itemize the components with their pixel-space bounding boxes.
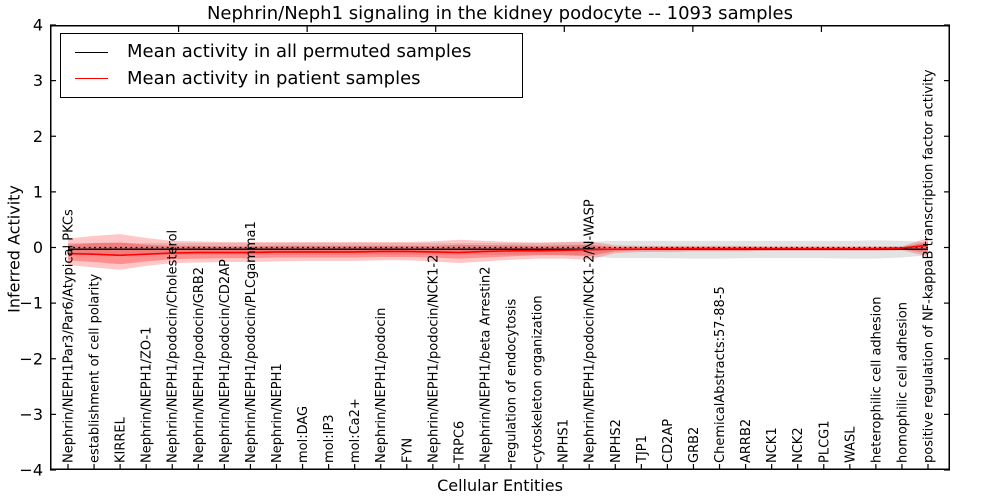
x-tick-label: GRB2 [687,427,702,463]
x-tick-label: CD2AP [661,419,676,463]
x-tick-label: mol:IP3 [322,414,337,463]
y-tick-label: 4 [33,16,43,35]
x-tick-label: positive regulation of NF-kappaB transcr… [922,69,937,463]
x-tick-label: KIRREL [114,416,129,463]
permuted-line-swatch [75,51,108,53]
x-tick-label: heterophilic cell adhesion [869,297,884,464]
y-axis-label: Inferred Activity [4,185,24,313]
x-tick-label: Nephrin/NEPH1/beta Arrestin2 [478,267,493,464]
x-tick-label: FYN [400,438,415,463]
x-tick-label: Nephrin/NEPH1/podocin/CD2AP [218,259,233,463]
x-tick-label: Nephrin/NEPH1/podocin [374,308,389,463]
y-tick-label: −3 [19,405,43,424]
x-tick-label: NPHS2 [609,419,624,463]
x-tick-label: TJP1 [635,435,650,464]
x-tick-label: ARRB2 [739,419,754,463]
x-tick-label: Nephrin/NEPH1/podocin/Cholesterol [166,230,181,463]
x-tick-label: Nephrin/NEPH1/podocin/NCK1-2/N-WASP [583,199,598,463]
x-tick-label: mol:DAG [296,406,311,463]
x-tick-label: homophilic cell adhesion [895,302,910,463]
x-tick-label: NCK1 [765,427,780,463]
legend-label-permuted: Mean activity in all permuted samples [127,41,472,63]
x-axis-label: Cellular Entities [437,476,563,495]
x-tick-label: ChemicalAbstracts:57-88-5 [713,286,728,463]
patient-line-swatch [75,78,108,80]
legend-item-patient: Mean activity in patient samples [75,69,522,89]
x-tick-label: mol:Ca2+ [348,398,363,463]
legend-label-patient: Mean activity in patient samples [127,68,421,89]
x-tick-label: WASL [843,426,858,463]
x-tick-label: NCK2 [791,427,806,463]
x-tick-label: Nephrin/NEPH1Par3/Par6/Atypical PKCs [62,209,77,463]
x-tick-label: Nephrin/NEPH1/ZO-1 [140,327,155,463]
y-tick-label: 3 [33,71,43,90]
x-tick-label: cytoskeleton organization [531,295,546,463]
x-tick-label: Nephrin/NEPH1/podocin/PLCgamma1 [244,221,259,463]
x-tick-label: Nephrin/NEPH1/podocin/NCK1-2 [426,255,441,463]
x-tick-label: establishment of cell polarity [88,274,103,463]
y-tick-label: 0 [33,238,43,257]
x-tick-label: Nephrin/NEPH1/podocin/GRB2 [192,267,207,463]
y-tick-label: −2 [19,349,43,368]
chart-title: Nephrin/Neph1 signaling in the kidney po… [206,3,794,24]
y-tick-label: −4 [19,461,43,480]
x-tick-label: regulation of endocytosis [505,298,520,463]
x-tick-label: PLCG1 [817,420,832,463]
x-tick-label: NPHS1 [557,419,572,463]
x-tick-label: Nephrin/NEPH1 [270,363,285,463]
y-tick-label: −1 [19,294,43,313]
y-tick-label: 2 [33,127,43,146]
patient-mean-line [67,244,929,257]
y-tick-label: 1 [33,182,43,201]
legend-item-permuted: Mean activity in all permuted samples [75,42,522,62]
patient-samples-band-outer [68,234,928,270]
legend: Mean activity in all permuted samples Me… [60,33,523,98]
x-tick-label: TRPC6 [452,421,467,464]
